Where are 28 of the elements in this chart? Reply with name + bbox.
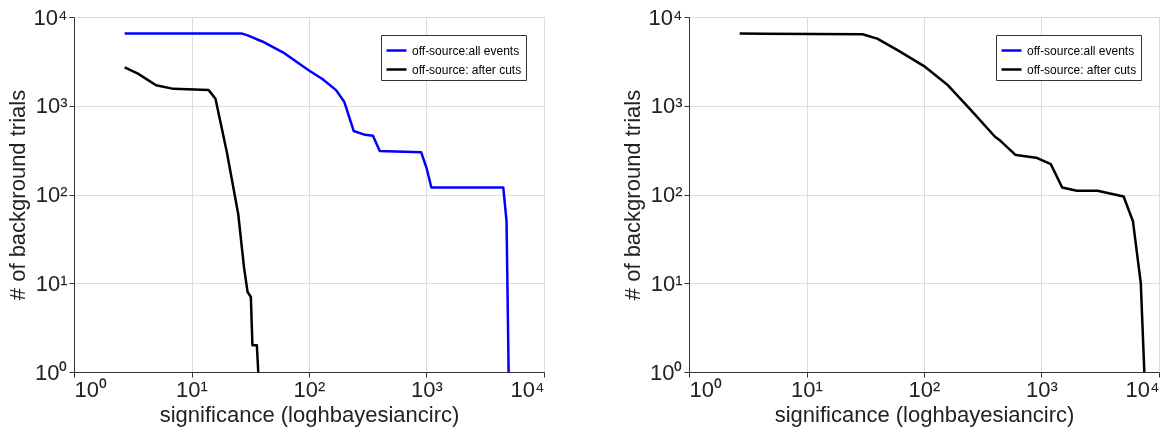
x-tick-label: 10⁰: [74, 376, 107, 402]
y-tick-label: 10¹: [650, 270, 683, 296]
y-axis-title: # of background trials: [4, 89, 30, 301]
y-tick-label: 10⁴: [648, 4, 683, 30]
legend-label: off-source: after cuts: [1027, 62, 1137, 77]
y-tick-label: 10²: [35, 182, 68, 207]
y-tick-label: 10⁰: [650, 359, 683, 385]
x-tick-label: 10⁴: [1125, 376, 1160, 402]
x-tick-label: 10²: [908, 376, 941, 402]
y-tick-label: 10⁴: [33, 4, 68, 30]
y-tick-label: 10³: [650, 93, 683, 119]
x-tick-label: 10¹: [791, 376, 823, 402]
legend-label: off-source:all events: [412, 43, 520, 58]
x-tick-label: 10²: [293, 376, 326, 402]
x-tick-label: 10³: [411, 376, 443, 402]
x-axis-title: significance (loghbayesiancirc): [774, 401, 1075, 427]
y-tick-label: 10²: [650, 182, 683, 207]
x-tick-label: 10⁴: [510, 376, 545, 402]
legend-label: off-source: after cuts: [412, 62, 522, 77]
y-axis-title: # of background trials: [619, 89, 645, 301]
x-tick-label: 10⁰: [689, 376, 722, 402]
y-tick-label: 10³: [35, 93, 68, 119]
y-tick-label: 10¹: [35, 270, 68, 296]
y-tick-label: 10⁰: [35, 359, 68, 385]
x-axis-title: significance (loghbayesiancirc): [159, 401, 460, 427]
x-tick-label: 10¹: [176, 376, 208, 402]
x-tick-label: 10³: [1026, 376, 1058, 402]
legend-label: off-source:all events: [1027, 43, 1135, 58]
